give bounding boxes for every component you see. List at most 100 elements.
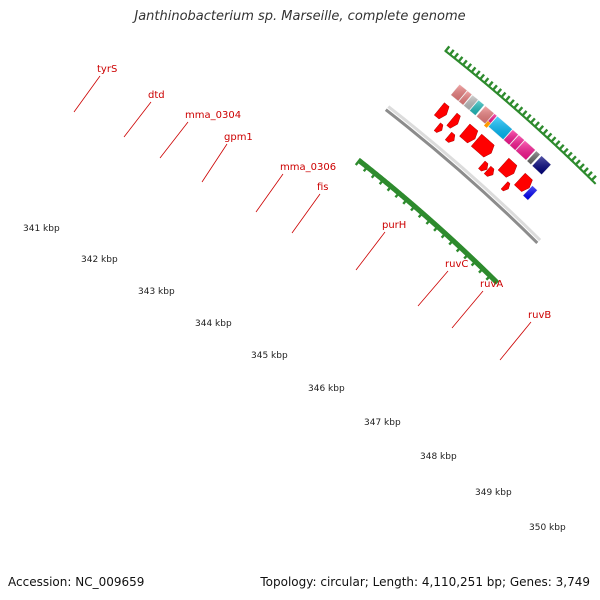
inner-tick	[433, 224, 441, 232]
cds-arrow	[446, 112, 461, 129]
inner-tick	[367, 166, 372, 172]
outer-tick	[591, 180, 595, 184]
inner-tick	[371, 169, 376, 175]
outer-tick	[508, 99, 515, 106]
inner-tick	[373, 171, 379, 177]
outer-tick	[567, 156, 571, 160]
inner-tick	[477, 263, 483, 269]
inner-tick	[385, 181, 391, 187]
inner-tick	[438, 227, 445, 233]
cog-block	[483, 120, 491, 128]
inner-tick	[354, 157, 362, 166]
outer-tick	[488, 85, 492, 89]
outer-tick	[481, 79, 485, 83]
outer-tick	[578, 163, 585, 170]
outer-tick	[580, 169, 584, 173]
outer-tick	[450, 54, 454, 58]
cog-block-shade	[509, 134, 525, 151]
gene-label: tyrS	[97, 64, 117, 75]
outer-tick	[483, 82, 487, 85]
inner-tick	[418, 209, 424, 215]
outer-tick	[533, 121, 540, 129]
outer-tick	[567, 156, 570, 160]
inner-tick	[478, 264, 484, 270]
outer-tick	[556, 146, 560, 150]
inner-tick	[436, 224, 441, 230]
inner-tick	[448, 235, 454, 241]
outer-tick	[551, 141, 555, 145]
inner-tick	[425, 215, 431, 221]
outer-tick	[495, 88, 503, 96]
outer-tick	[591, 179, 594, 183]
inner-tick	[387, 182, 392, 188]
inner-tick	[449, 236, 454, 242]
inner-tick	[469, 255, 475, 261]
outer-tick	[458, 60, 461, 64]
outer-tick	[541, 128, 549, 136]
inner-tick	[402, 196, 410, 205]
inner-tick	[420, 211, 426, 217]
kbp-label: 346 kbp	[308, 384, 345, 394]
inner-tick	[361, 161, 367, 168]
inner-tick	[360, 161, 366, 167]
inner-tick	[454, 241, 460, 247]
gene-leader-line	[355, 231, 386, 271]
inner-tick	[423, 213, 429, 220]
inner-tick	[370, 168, 376, 175]
outer-tick	[568, 157, 572, 161]
inner-tick	[462, 249, 468, 255]
outer-tick	[574, 159, 581, 167]
outer-tick	[519, 112, 523, 116]
inner-tick	[464, 250, 469, 256]
outer-tick	[523, 116, 527, 120]
inner-tick	[431, 220, 437, 226]
outer-tick	[512, 102, 520, 110]
gene-label: gpm1	[224, 132, 253, 143]
outer-tick	[587, 176, 591, 180]
inner-tick	[481, 266, 487, 272]
outer-tick	[525, 113, 532, 121]
gene-leader-line	[159, 121, 189, 159]
inner-tick	[436, 225, 442, 231]
inner-tick	[452, 240, 458, 246]
inner-tick	[488, 274, 494, 280]
inner-tick	[461, 248, 467, 254]
outer-tick	[467, 68, 471, 72]
inner-tick	[376, 173, 382, 180]
inner-tick	[384, 180, 390, 186]
inner-tick	[447, 235, 453, 241]
outer-tick	[571, 160, 575, 164]
inner-tick	[409, 201, 415, 207]
outer-tick	[526, 119, 530, 123]
inner-tick	[441, 229, 447, 235]
outer-tick	[529, 117, 536, 125]
outer-tick	[563, 152, 566, 156]
outer-tick	[544, 134, 548, 138]
inner-tick	[459, 246, 465, 252]
inner-tick	[433, 222, 438, 228]
cds-arrow	[433, 102, 450, 120]
outer-tick	[496, 92, 500, 96]
inner-tick	[378, 175, 384, 181]
outer-tick	[452, 52, 460, 60]
inner-tick	[492, 277, 498, 283]
gene-leader-line	[417, 270, 449, 307]
inner-tick	[473, 259, 479, 265]
map-title: Janthinobacterium sp. Marseille, complet…	[134, 9, 466, 24]
inner-tick	[451, 238, 457, 244]
inner-tick	[362, 164, 370, 173]
inner-tick	[400, 193, 406, 200]
outer-tick	[458, 61, 462, 65]
inner-tick	[425, 217, 433, 225]
inner-tick	[481, 267, 487, 273]
outer-tick	[534, 125, 538, 129]
inner-tick	[474, 260, 480, 266]
inner-tick	[395, 189, 400, 195]
inner-tick	[433, 222, 439, 228]
outer-tick	[572, 161, 576, 165]
cds-arrow	[470, 133, 495, 158]
outer-tick	[506, 101, 510, 105]
outer-tick	[571, 160, 574, 163]
cds-arrow	[433, 122, 444, 133]
inner-tick	[370, 170, 378, 179]
